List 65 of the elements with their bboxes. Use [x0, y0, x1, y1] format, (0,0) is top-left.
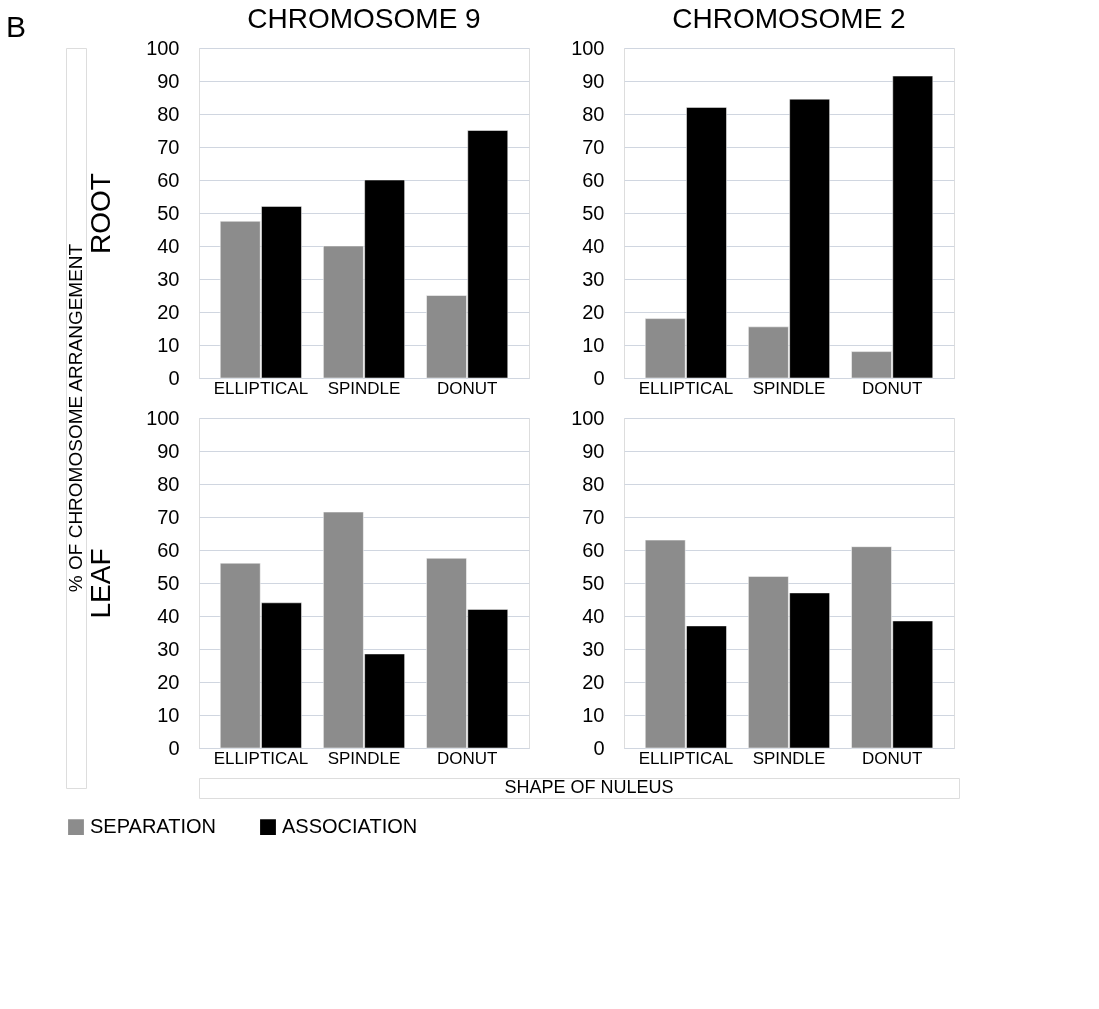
y-tick-label: 90: [582, 69, 605, 92]
legend-label: SEPARATION: [90, 815, 216, 838]
text: % OF CHROMOSOME ARRANGEMENT: [65, 243, 86, 593]
y-tick-label: 60: [582, 168, 605, 191]
y-tick-label: 50: [157, 571, 180, 594]
y-tick-label: 50: [582, 571, 605, 594]
x-tick-label: DONUT: [861, 378, 923, 398]
y-tick-label: 90: [157, 69, 180, 92]
y-tick-label: 10: [582, 333, 605, 356]
y-tick-label: 20: [582, 300, 605, 323]
y-tick-label: 0: [168, 366, 180, 389]
y-tick-label: 30: [157, 267, 180, 290]
y-tick-label: 10: [582, 703, 605, 726]
x-tick-label: SPINDLE: [752, 378, 826, 398]
y-tick-label: 80: [157, 102, 180, 125]
y-tick-label: 40: [157, 234, 180, 257]
y-tick-label: 0: [168, 736, 180, 759]
x-tick-label: SPINDLE: [752, 748, 826, 768]
chart-title: CHROMOSOME 2: [672, 3, 906, 34]
y-tick-label: 40: [157, 604, 180, 627]
y-tick-label: 20: [582, 670, 605, 693]
y-tick-label: 100: [146, 36, 180, 59]
y-tick-label: 40: [582, 234, 605, 257]
x-tick-label: ELLIPTICAL: [638, 378, 734, 398]
y-tick-label: 60: [157, 168, 180, 191]
y-tick-label: 70: [582, 505, 605, 528]
x-tick-label: ELLIPTICAL: [213, 748, 309, 768]
y-tick-label: 70: [157, 505, 180, 528]
x-tick-label: ELLIPTICAL: [638, 748, 734, 768]
y-tick-label: 20: [157, 670, 180, 693]
legend-label: ASSOCIATION: [282, 815, 418, 838]
y-tick-label: 20: [157, 300, 180, 323]
x-tick-label: DONUT: [436, 378, 498, 398]
chart-title: CHROMOSOME 9: [247, 3, 481, 34]
y-tick-label: 70: [582, 135, 605, 158]
y-tick-label: 80: [582, 102, 605, 125]
y-tick-label: 30: [157, 637, 180, 660]
y-tick-label: 100: [146, 406, 180, 429]
y-tick-label: 40: [582, 604, 605, 627]
y-tick-label: 0: [593, 366, 605, 389]
text: B: [6, 10, 27, 43]
x-tick-label: SPINDLE: [327, 378, 401, 398]
y-axis-title: ROOT: [85, 173, 117, 254]
y-tick-label: 50: [157, 201, 180, 224]
y-tick-label: 30: [582, 637, 605, 660]
y-tick-label: 30: [582, 267, 605, 290]
x-tick-label: DONUT: [436, 748, 498, 768]
y-tick-label: 90: [582, 439, 605, 462]
y-tick-label: 50: [582, 201, 605, 224]
y-axis-title: LEAF: [85, 548, 117, 619]
y-tick-label: 70: [157, 135, 180, 158]
y-tick-label: 60: [157, 538, 180, 561]
y-tick-label: 10: [157, 333, 180, 356]
x-axis-title: SHAPE OF NULEUS: [504, 777, 674, 797]
y-tick-label: 90: [157, 439, 180, 462]
x-tick-label: SPINDLE: [327, 748, 401, 768]
y-tick-label: 100: [571, 36, 605, 59]
x-tick-label: ELLIPTICAL: [213, 378, 309, 398]
y-tick-label: 60: [582, 538, 605, 561]
y-tick-label: 80: [157, 472, 180, 495]
y-tick-label: 80: [582, 472, 605, 495]
x-tick-label: DONUT: [861, 748, 923, 768]
y-tick-label: 0: [593, 736, 605, 759]
y-tick-label: 100: [571, 406, 605, 429]
y-tick-label: 10: [157, 703, 180, 726]
